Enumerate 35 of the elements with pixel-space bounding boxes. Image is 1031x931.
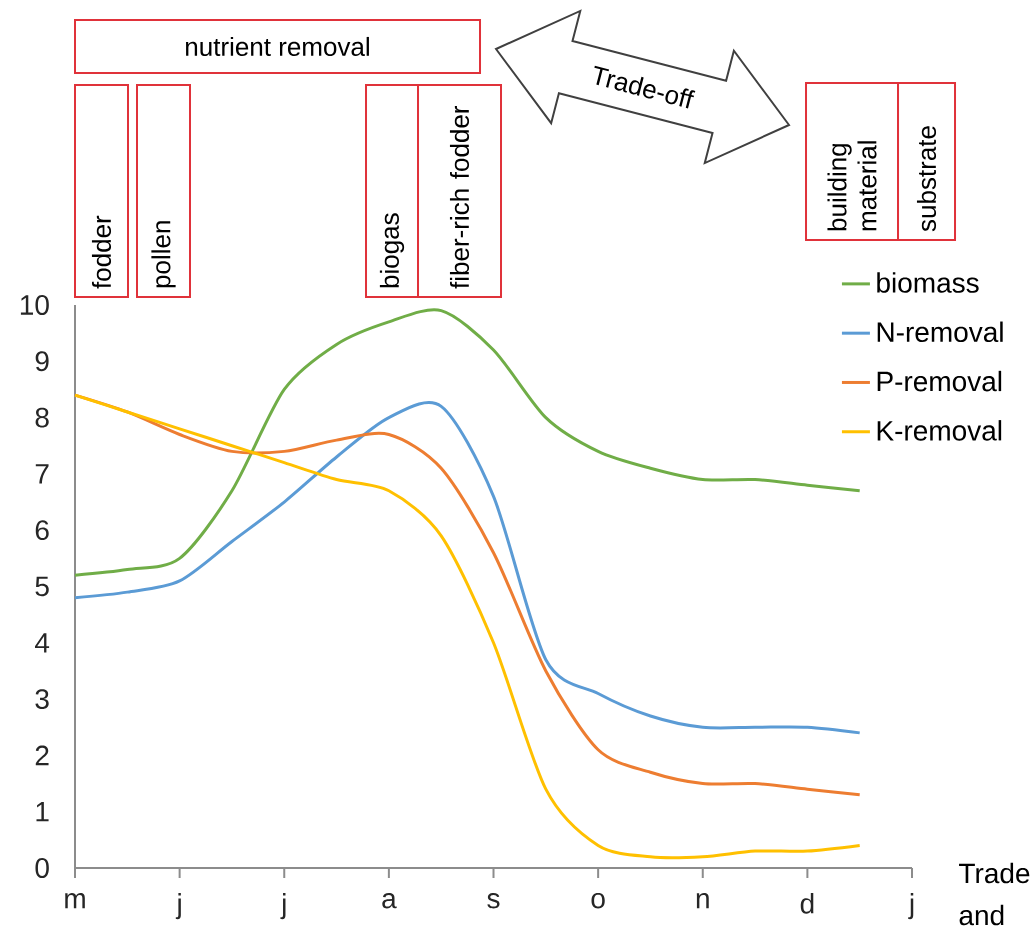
x-tick-label: j bbox=[280, 893, 286, 920]
text: and bbox=[959, 904, 1004, 926]
text: fodder bbox=[91, 215, 112, 289]
legend-label: N-removal bbox=[877, 321, 1003, 343]
line-series bbox=[73, 308, 862, 577]
y-tick-label: 0 bbox=[35, 858, 49, 878]
y-tick-label: 10 bbox=[20, 295, 49, 315]
y-tick-label: 3 bbox=[35, 689, 49, 710]
legend-label: K-removal bbox=[877, 420, 1002, 441]
text: biogas bbox=[379, 213, 405, 288]
text: Trade-off bbox=[594, 65, 696, 109]
text: pollen bbox=[151, 221, 176, 288]
x-tick-label: o bbox=[591, 893, 605, 909]
y-tick-label: 6 bbox=[35, 520, 49, 541]
text: Trade bbox=[959, 862, 1030, 884]
y-tick-label: 8 bbox=[35, 407, 49, 428]
text: nutrient removal bbox=[186, 36, 369, 57]
y-tick-label: 4 bbox=[34, 633, 50, 653]
text: building material bbox=[827, 141, 877, 231]
x-tick-label: a bbox=[382, 893, 397, 909]
x-tick-label: m bbox=[65, 893, 85, 909]
y-tick-label: 5 bbox=[35, 576, 49, 597]
x-tick-label: n bbox=[696, 893, 709, 909]
y-tick-label: 2 bbox=[35, 745, 49, 766]
legend-label: P-removal bbox=[877, 370, 1002, 392]
legend-label: biomass bbox=[877, 272, 979, 293]
y-tick-label: 1 bbox=[36, 802, 49, 822]
x-tick-label: j bbox=[908, 893, 914, 920]
text: fiber-rich fodder bbox=[449, 105, 470, 289]
x-tick-label: d bbox=[800, 893, 814, 914]
x-tick-label: j bbox=[175, 893, 181, 920]
y-tick-label: 9 bbox=[35, 351, 49, 372]
text: substrate bbox=[916, 126, 937, 232]
x-tick-label: s bbox=[487, 893, 500, 909]
y-tick-label: 7 bbox=[35, 464, 49, 484]
